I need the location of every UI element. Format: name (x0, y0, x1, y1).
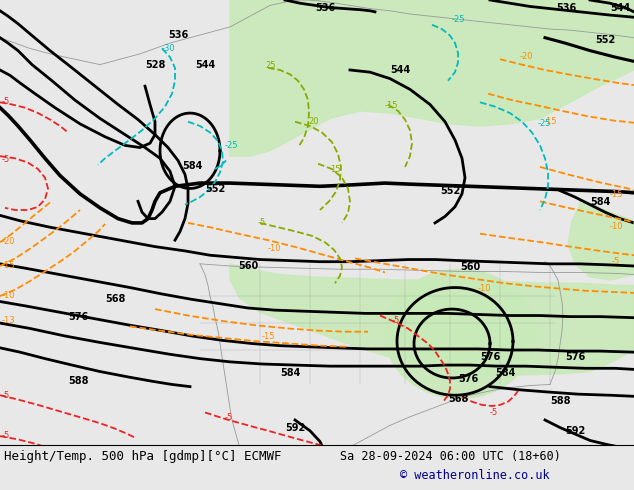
Text: -5: -5 (490, 408, 498, 416)
Text: 552: 552 (595, 35, 615, 45)
Text: -15: -15 (2, 261, 15, 270)
Text: 544: 544 (610, 3, 630, 13)
Text: 25: 25 (265, 61, 276, 70)
Text: 560: 560 (238, 261, 258, 271)
Text: -5: -5 (2, 98, 10, 106)
Text: -5: -5 (612, 257, 620, 266)
Text: 544: 544 (390, 65, 410, 75)
Text: 20: 20 (308, 117, 318, 126)
Text: 588: 588 (68, 376, 89, 387)
Text: -20: -20 (520, 52, 533, 61)
Bar (0, 445, 634, 490)
Text: -5: -5 (225, 413, 233, 422)
Text: 584: 584 (280, 368, 301, 378)
Text: -5: -5 (2, 431, 10, 441)
Text: 552: 552 (205, 184, 225, 194)
Text: -15: -15 (544, 117, 557, 126)
Text: -5: -5 (2, 392, 10, 400)
Text: 576: 576 (458, 374, 478, 384)
Polygon shape (230, 0, 634, 156)
Text: 584: 584 (182, 161, 202, 171)
Text: 576: 576 (565, 352, 585, 362)
Text: 568: 568 (105, 294, 126, 303)
Text: -15: -15 (262, 332, 276, 341)
Text: -10: -10 (478, 284, 491, 293)
Text: 536: 536 (556, 3, 576, 13)
Text: 576: 576 (480, 352, 500, 362)
Text: 544: 544 (195, 60, 216, 70)
Text: -30: -30 (162, 44, 176, 52)
Text: -5: -5 (392, 316, 400, 325)
Text: 588: 588 (358, 471, 378, 481)
Text: -5: -5 (258, 218, 266, 227)
Text: -10: -10 (2, 292, 15, 300)
Text: 588: 588 (550, 396, 571, 406)
Text: -15: -15 (610, 190, 623, 199)
Text: Height/Temp. 500 hPa [gdmp][°C] ECMWF: Height/Temp. 500 hPa [gdmp][°C] ECMWF (4, 450, 281, 463)
Text: © weatheronline.co.uk: © weatheronline.co.uk (400, 469, 550, 482)
Text: -15: -15 (385, 100, 399, 110)
Text: -25: -25 (452, 15, 465, 24)
Text: -10: -10 (268, 244, 281, 253)
Text: 560: 560 (460, 262, 480, 272)
Text: 536: 536 (168, 30, 188, 40)
Text: -10: -10 (610, 222, 623, 231)
Text: 592: 592 (285, 423, 305, 433)
Text: 576: 576 (68, 312, 88, 322)
Polygon shape (230, 264, 634, 376)
Text: 15: 15 (330, 165, 340, 174)
Text: 528: 528 (145, 60, 165, 70)
Text: 568: 568 (448, 393, 469, 404)
Text: 584: 584 (590, 196, 611, 207)
Text: -25: -25 (538, 119, 552, 128)
Text: 536: 536 (315, 3, 335, 13)
Polygon shape (385, 269, 535, 398)
Text: -25: -25 (225, 141, 238, 149)
Text: 552: 552 (440, 186, 460, 196)
Polygon shape (568, 199, 634, 280)
Text: -20: -20 (2, 238, 15, 246)
Text: 592: 592 (565, 426, 585, 436)
Text: 584: 584 (495, 368, 515, 378)
Text: -5: -5 (2, 154, 10, 164)
Text: -13: -13 (2, 316, 16, 325)
Text: -5: -5 (240, 462, 249, 470)
Text: Sa 28-09-2024 06:00 UTC (18+60): Sa 28-09-2024 06:00 UTC (18+60) (340, 450, 561, 463)
